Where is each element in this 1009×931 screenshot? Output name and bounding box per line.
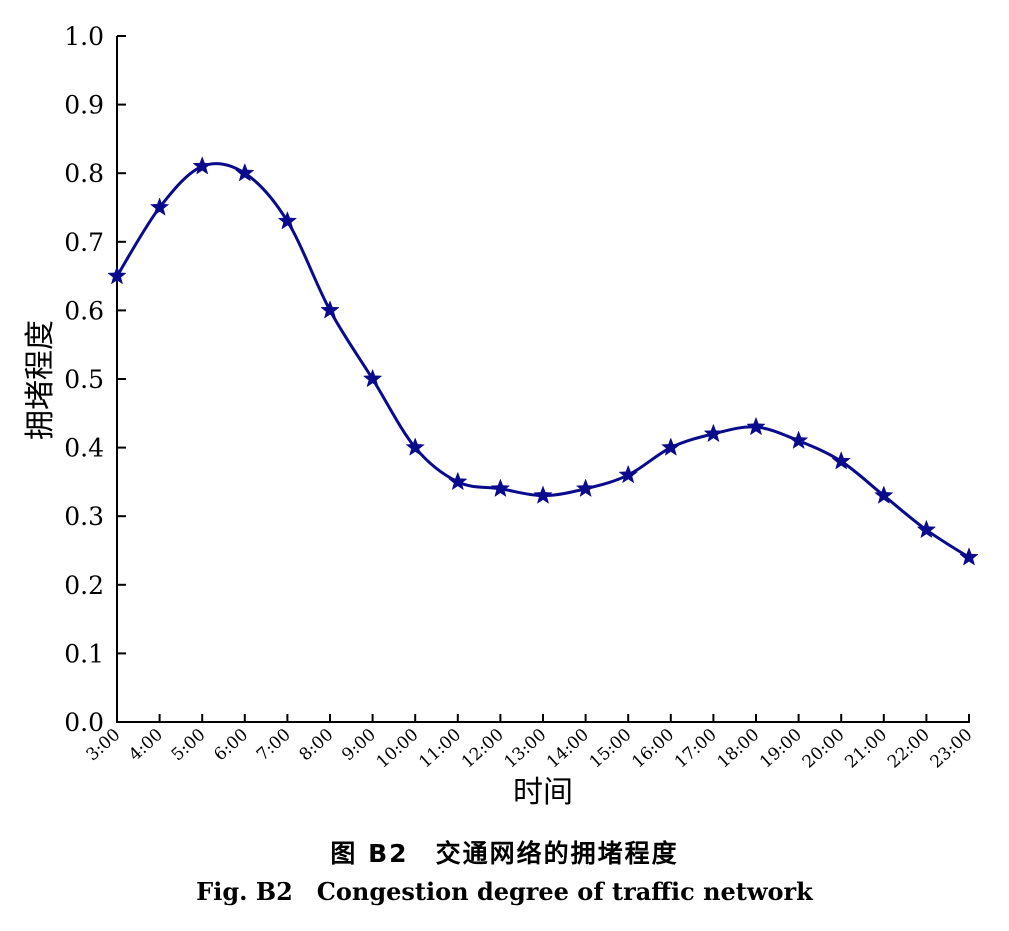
data-point-marker: [703, 423, 724, 443]
y-tick-label: 0.8: [64, 159, 104, 188]
x-tick-label: 6:00: [210, 725, 252, 765]
data-point-marker: [788, 430, 809, 450]
y-tick-label: 0.6: [64, 296, 104, 325]
x-axis-title: 时间: [513, 775, 573, 810]
x-tick-labels: 3:00 4:00 5:00 6:00 7:00 8:00 9:0010:0011:0012…: [83, 725, 977, 773]
y-tick-label: 0.2: [64, 571, 104, 600]
x-tick-label: 7:00: [253, 725, 295, 765]
y-tick-labels: 0.0 0.1 0.2 0.3 0.4 0.5 0.6 0.7 0.8 0.9 1.0: [64, 22, 104, 737]
series-line: [115, 162, 970, 559]
data-point-marker: [874, 485, 894, 504]
data-point-marker: [618, 464, 638, 484]
x-tick-label: 13:00: [501, 725, 551, 773]
y-tick-label: 0.0: [64, 708, 104, 737]
y-tick-label: 0.9: [64, 91, 104, 120]
x-tick-label: 11:00: [415, 725, 465, 773]
series-group: [107, 156, 979, 566]
data-point-marker: [746, 416, 766, 436]
data-point-marker: [107, 265, 127, 285]
x-tick-label: 18:00: [714, 725, 764, 773]
x-tick-label: 12:00: [458, 725, 508, 773]
y-tick-label: 0.1: [64, 639, 104, 668]
x-tick-label: 10:00: [373, 725, 423, 773]
x-tick-label: 8:00: [296, 725, 338, 765]
data-point-marker: [490, 478, 511, 498]
data-point-marker: [192, 156, 212, 175]
y-tick-label: 0.5: [64, 365, 104, 394]
figure-caption-english: Fig. B2 Congestion degree of traffic net…: [196, 877, 813, 906]
data-point-marker: [149, 197, 170, 216]
x-tick-label: 5:00: [168, 725, 210, 765]
data-point-marker: [320, 300, 340, 319]
data-point-marker: [405, 437, 425, 456]
y-axis-title: 拥堵程度: [23, 320, 58, 440]
x-tick-label: 19:00: [756, 725, 806, 773]
y-tick-label: 0.7: [64, 228, 104, 257]
x-tick-label: 20:00: [799, 725, 849, 773]
axes: [116, 36, 970, 723]
x-tick-label: 21:00: [841, 725, 891, 773]
data-point-marker: [661, 437, 681, 456]
data-point-marker: [533, 485, 553, 504]
x-tick-label: 22:00: [884, 725, 934, 773]
x-tick-label: 17:00: [671, 725, 721, 773]
y-tick-label: 0.4: [64, 434, 104, 463]
data-point-marker: [575, 478, 596, 498]
data-point-marker: [277, 211, 298, 230]
x-tick-label: 14:00: [543, 725, 593, 773]
data-point-marker: [831, 451, 851, 470]
data-point-marker: [362, 368, 383, 388]
x-tick-label: 16:00: [628, 725, 678, 773]
x-tick-label: 23:00: [927, 725, 977, 773]
x-tick-label: 15:00: [586, 725, 636, 773]
data-point-marker: [959, 547, 979, 566]
figure-caption-chinese: 图 B2 交通网络的拥堵程度: [330, 839, 679, 868]
y-tick-label: 1.0: [64, 22, 104, 51]
data-point-marker: [448, 471, 468, 491]
congestion-line-chart: 0.0 0.1 0.2 0.3 0.4 0.5 0.6 0.7 0.8 0.9 1.0 3:00 4:…: [23, 22, 979, 810]
data-point-marker: [916, 519, 937, 539]
data-point-marker: [235, 162, 255, 182]
tick-marks: [116, 35, 970, 723]
x-tick-label: 4:00: [125, 725, 167, 765]
y-tick-label: 0.3: [64, 502, 104, 531]
